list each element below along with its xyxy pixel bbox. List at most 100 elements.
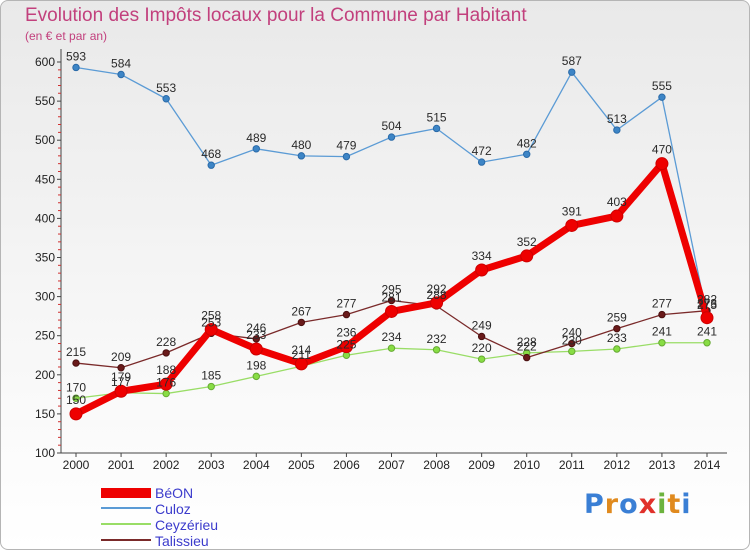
data-label-talissieu: 277 [336,297,356,311]
x-tick-label: 2010 [513,458,540,472]
data-label-ceyzerieu: 230 [562,333,582,347]
data-label-beon: 292 [427,282,447,296]
data-label-culoz: 553 [156,81,176,95]
data-point-ceyzerieu [432,346,441,354]
data-point-beon [700,311,714,325]
data-point-talissieu [477,332,486,341]
data-label-ceyzerieu: 211 [292,348,311,362]
data-point-ceyzerieu [477,355,486,363]
data-point-culoz [432,124,441,133]
data-point-beon [565,218,579,232]
legend-label-ceyzerieu: Ceyzérieu [155,517,219,533]
data-point-culoz [297,152,306,160]
data-point-beon [385,304,398,318]
y-tick-label: 450 [35,172,55,186]
data-point-beon [204,322,218,336]
legend-label-beon: BéON [155,485,194,501]
data-point-culoz [342,152,351,161]
data-point-culoz [72,63,80,72]
data-label-culoz: 513 [607,112,627,126]
data-label-ceyzerieu: 185 [201,369,221,383]
legend-swatch-culoz [101,507,151,509]
data-point-beon [69,407,83,421]
data-label-ceyzerieu: 220 [472,341,492,355]
data-label-talissieu: 222 [517,340,537,354]
x-tick-label: 2005 [288,458,315,472]
data-point-beon [159,377,173,391]
logo-letter: x [638,489,658,520]
data-label-culoz: 587 [562,54,582,68]
y-tick-label: 300 [35,290,55,304]
data-label-talissieu: 240 [562,326,582,340]
data-point-culoz [568,68,576,76]
data-point-talissieu [117,364,125,372]
data-point-talissieu [568,339,576,348]
chart-subtitle: (en € et par an) [25,29,108,43]
data-point-culoz [658,93,666,101]
data-point-ceyzerieu [72,394,80,402]
data-label-beon: 233 [246,328,266,342]
data-point-talissieu [72,359,80,367]
data-point-culoz [387,133,396,141]
logo-letter: P [584,489,605,520]
data-label-ceyzerieu: 177 [111,375,131,389]
data-label-beon: 470 [652,143,672,157]
data-label-beon: 281 [381,290,401,304]
data-label-talissieu: 253 [201,315,221,329]
y-tick-label: 550 [35,94,55,108]
data-label-culoz: 480 [291,138,311,152]
data-point-talissieu [613,324,621,333]
data-label-talissieu: 249 [472,318,492,332]
data-point-culoz [207,161,215,169]
y-tick-label: 600 [35,55,55,69]
data-label-beon: 150 [66,393,86,407]
data-point-beon [114,384,128,398]
x-tick-label: 2012 [604,458,631,472]
data-label-beon: 179 [111,370,131,384]
logo-letter: r [604,489,620,520]
data-point-beon [655,157,669,171]
data-label-ceyzerieu: 234 [381,330,401,344]
legend-swatch-talissieu [101,539,151,541]
data-point-beon [249,342,263,356]
data-point-beon [520,249,534,263]
data-point-culoz [162,95,170,103]
legend-swatch-ceyzerieu [101,523,151,525]
data-label-ceyzerieu: 232 [427,332,447,346]
x-tick-label: 2002 [153,458,180,472]
data-label-ceyzerieu: 176 [156,376,176,390]
data-label-culoz: 472 [472,144,492,158]
x-tick-label: 2004 [243,458,270,472]
data-point-talissieu [252,335,260,343]
data-point-culoz [252,145,260,153]
y-tick-label: 150 [35,407,55,421]
data-label-talissieu: 288 [427,288,447,302]
data-point-ceyzerieu [252,372,260,381]
data-label-culoz: 555 [652,79,672,93]
data-point-talissieu [523,353,531,362]
chart-title: Evolution des Impôts locaux pour la Comm… [25,5,527,26]
series-line-culoz [75,66,708,317]
y-tick-label: 200 [35,368,55,382]
data-point-beon [430,296,444,310]
data-point-ceyzerieu [568,347,576,356]
y-tick-label: 350 [35,251,55,265]
data-label-beon: 391 [562,204,582,218]
legend-label-culoz: Culoz [155,501,191,517]
data-label-beon: 403 [607,195,627,209]
data-label-ceyzerieu: 241 [697,325,717,339]
data-label-talissieu: 228 [156,335,176,349]
data-label-talissieu: 209 [111,350,131,364]
data-label-culoz: 482 [517,136,537,150]
data-point-culoz [613,126,621,134]
y-tick-label: 100 [35,446,55,460]
data-label-culoz: 515 [427,110,447,124]
y-tick-label: 500 [35,133,55,147]
data-point-beon [610,209,624,223]
logo-letter: i [681,489,692,520]
data-point-ceyzerieu [703,339,711,347]
legend-label-talissieu: Talissieu [155,533,209,549]
data-label-ceyzerieu: 170 [66,380,86,394]
